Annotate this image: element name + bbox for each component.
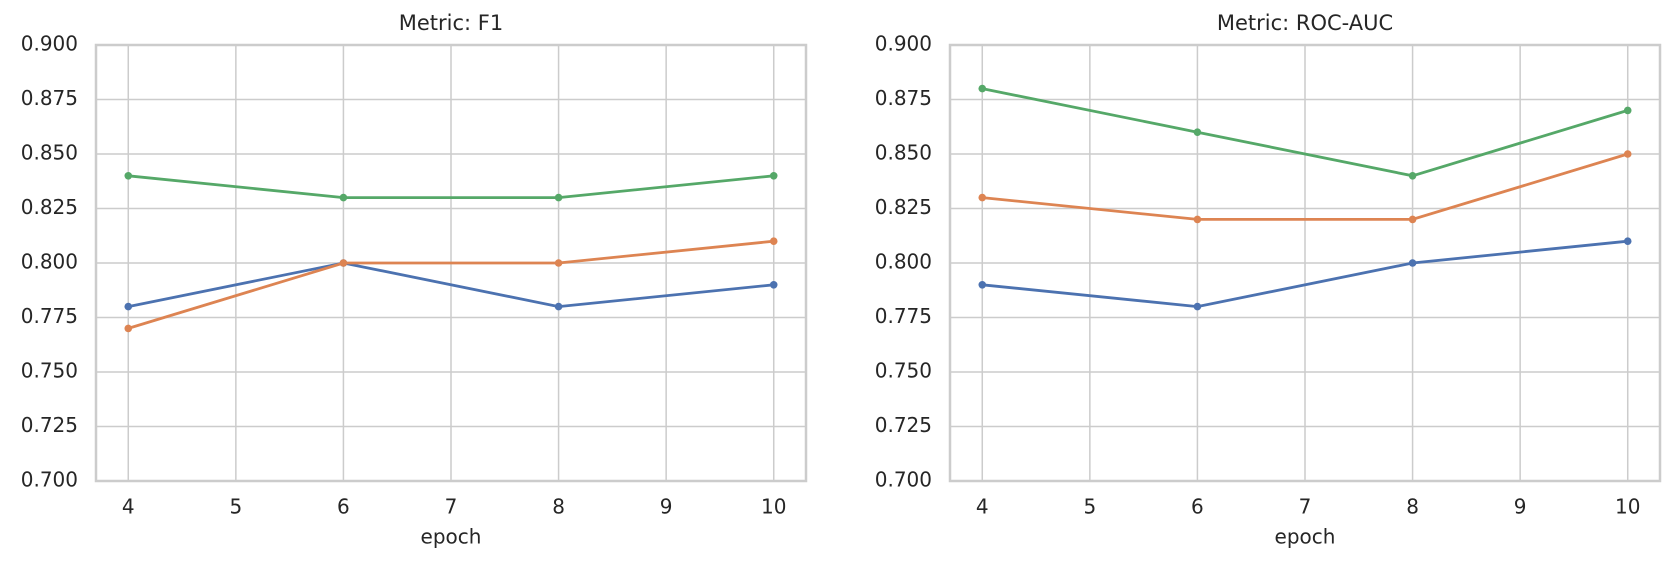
x-tick-label: 7 bbox=[445, 495, 458, 519]
point bbox=[1408, 172, 1417, 180]
chart-title: Metric: ROC-AUC bbox=[1217, 11, 1393, 35]
y-tick-label: 0.775 bbox=[21, 304, 78, 328]
subplot: 0.700 0.725 0.750 0.775 0.800 0.825 0.850 0.875… bbox=[875, 11, 1662, 549]
point bbox=[554, 302, 563, 311]
point bbox=[1623, 150, 1632, 158]
x-tick-label: 5 bbox=[1083, 495, 1096, 519]
y-tick-label: 0.850 bbox=[875, 141, 932, 165]
y-tick-label: 0.900 bbox=[875, 32, 932, 56]
plot-frame bbox=[94, 43, 808, 483]
point bbox=[1623, 237, 1632, 245]
point bbox=[1408, 259, 1417, 267]
y-tick-label: 0.875 bbox=[875, 86, 932, 110]
x-tick-label: 6 bbox=[1191, 495, 1204, 519]
x-tick-label: 4 bbox=[976, 495, 989, 519]
point bbox=[978, 84, 987, 93]
y-tick-label: 0.825 bbox=[875, 195, 932, 219]
point bbox=[1408, 215, 1417, 224]
point bbox=[554, 193, 563, 202]
series-line bbox=[981, 87, 1629, 178]
point bbox=[769, 281, 778, 289]
point bbox=[978, 193, 987, 202]
point bbox=[1193, 128, 1202, 136]
series-line bbox=[982, 152, 1629, 221]
point bbox=[124, 302, 133, 311]
y-tick-label: 0.875 bbox=[21, 86, 78, 110]
point bbox=[339, 259, 348, 267]
x-tick-label: 10 bbox=[761, 495, 786, 519]
y-tick-label: 0.725 bbox=[21, 413, 78, 437]
point bbox=[124, 172, 133, 180]
y-tick-label: 0.825 bbox=[21, 195, 78, 219]
y-tick-label: 0.800 bbox=[875, 250, 932, 274]
subplot: 0.700 0.725 0.750 0.775 0.800 0.825 0.850 0.875… bbox=[21, 11, 808, 549]
y-tick-label: 0.775 bbox=[875, 304, 932, 328]
point bbox=[1193, 302, 1202, 311]
point bbox=[769, 172, 778, 180]
point bbox=[1193, 215, 1202, 224]
series-line bbox=[127, 261, 774, 309]
chart-title: Metric: F1 bbox=[399, 11, 503, 35]
point bbox=[769, 237, 778, 245]
y-tick-label: 0.800 bbox=[21, 250, 78, 274]
series-line bbox=[982, 239, 1628, 309]
x-axis-label: epoch bbox=[421, 525, 482, 549]
x-axis-label: epoch bbox=[1275, 525, 1336, 549]
y-tick-label: 0.700 bbox=[21, 468, 78, 492]
y-tick-label: 0.750 bbox=[21, 359, 78, 383]
y-tick-label: 0.750 bbox=[875, 359, 932, 383]
point bbox=[124, 324, 133, 333]
x-tick-label: 7 bbox=[1299, 495, 1312, 519]
point bbox=[1623, 106, 1632, 115]
series-line bbox=[128, 174, 774, 199]
y-tick-label: 0.725 bbox=[875, 413, 932, 437]
y-tick-label: 0.900 bbox=[21, 32, 78, 56]
x-tick-label: 10 bbox=[1615, 495, 1640, 519]
x-tick-label: 9 bbox=[1514, 495, 1527, 519]
series-line bbox=[127, 239, 774, 330]
x-tick-label: 5 bbox=[229, 495, 242, 519]
point bbox=[978, 281, 987, 289]
x-tick-label: 9 bbox=[660, 495, 673, 519]
x-tick-label: 8 bbox=[552, 495, 565, 519]
x-tick-label: 6 bbox=[337, 495, 350, 519]
y-tick-label: 0.850 bbox=[21, 141, 78, 165]
x-tick-label: 4 bbox=[122, 495, 135, 519]
plot-frame bbox=[948, 43, 1662, 483]
point bbox=[554, 259, 563, 267]
point bbox=[339, 193, 348, 202]
y-tick-label: 0.700 bbox=[875, 468, 932, 492]
x-tick-label: 8 bbox=[1406, 495, 1419, 519]
